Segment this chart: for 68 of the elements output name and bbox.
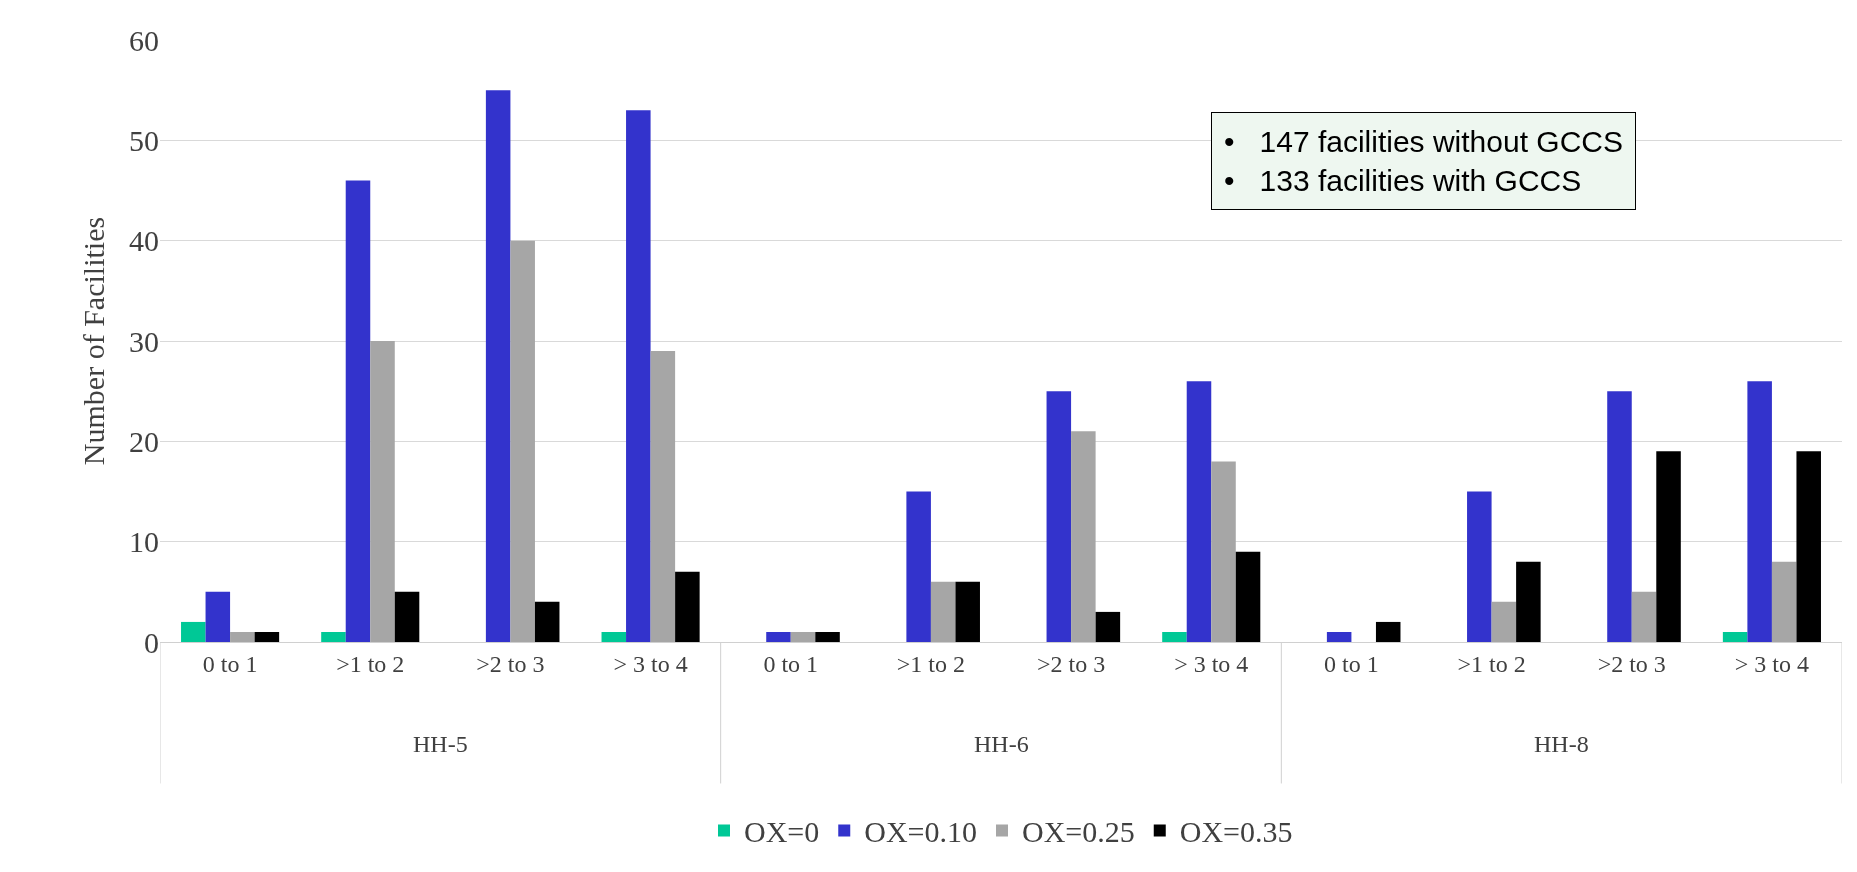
bar <box>1071 431 1096 642</box>
y-axis-title: Number of Facilities <box>77 216 110 466</box>
x-tick-label: 0 to 1 <box>1324 650 1379 677</box>
bar <box>1656 451 1681 642</box>
y-tick-label: 0 <box>144 625 159 659</box>
y-tick-label: 60 <box>129 23 159 57</box>
bar <box>205 591 231 642</box>
bar <box>1491 601 1517 642</box>
x-tick-label: >2 to 3 <box>1597 650 1666 677</box>
bar <box>181 621 206 642</box>
bar <box>675 571 700 642</box>
y-tick-label: 40 <box>129 224 159 258</box>
bar <box>1467 491 1492 642</box>
x-tick-label: > 3 to 4 <box>1734 650 1810 677</box>
text: HH-6 <box>974 731 1029 757</box>
bar <box>1186 381 1212 642</box>
bar <box>1516 561 1541 642</box>
bar <box>1046 391 1072 642</box>
x-tick-label: 0 to 1 <box>202 650 258 677</box>
bar <box>766 631 791 642</box>
bar <box>534 601 560 642</box>
x-tick-label: >1 to 2 <box>336 650 405 677</box>
bar <box>1747 381 1772 642</box>
legend-label: OX=0.35 <box>1179 815 1293 849</box>
bar <box>485 90 511 642</box>
y-tick-label: 20 <box>129 424 159 458</box>
bar <box>1375 621 1401 642</box>
x-tick-label: >1 to 2 <box>1457 650 1526 677</box>
legend-label: OX=0 <box>744 815 820 849</box>
bar <box>510 240 535 642</box>
y-tick-label: 50 <box>129 123 159 157</box>
bar <box>1631 591 1657 642</box>
y-tick-label: 30 <box>129 324 159 358</box>
x-tick-label: >2 to 3 <box>1036 650 1106 677</box>
x-tick-label: > 3 to 4 <box>1174 650 1249 677</box>
bar <box>930 581 956 642</box>
bar <box>1607 391 1632 642</box>
x-tick-label: 0 to 1 <box>763 650 819 677</box>
bar <box>955 581 980 642</box>
legend-label: OX=0.25 <box>1022 815 1135 849</box>
bar <box>1211 461 1236 642</box>
bar <box>1326 631 1352 642</box>
bar <box>394 591 420 642</box>
bar <box>370 341 395 642</box>
bar <box>1771 561 1797 642</box>
bar <box>1162 631 1187 642</box>
bar <box>1722 631 1748 642</box>
x-tick-label: >1 to 2 <box>896 650 966 677</box>
bar <box>626 110 651 642</box>
text: HH-8 <box>1534 731 1589 757</box>
bar <box>906 491 931 642</box>
x-tick-label: > 3 to 4 <box>613 650 688 677</box>
bar <box>815 631 840 642</box>
bar <box>650 351 676 642</box>
bar <box>1796 451 1821 642</box>
bar <box>1235 551 1261 642</box>
bar <box>345 180 371 642</box>
bar <box>1095 611 1121 642</box>
bar <box>254 631 280 642</box>
annotation: • 147 facilities without GCCS • 133 facilities with GCCS <box>1224 125 1623 197</box>
bar <box>601 631 627 642</box>
bar <box>321 631 346 642</box>
y-tick-label: 10 <box>129 525 159 559</box>
bar <box>790 631 816 642</box>
bar <box>230 631 255 642</box>
x-tick-label: >2 to 3 <box>476 650 545 677</box>
text: HH-5 <box>413 731 468 757</box>
legend-label: OX=0.10 <box>864 815 977 849</box>
